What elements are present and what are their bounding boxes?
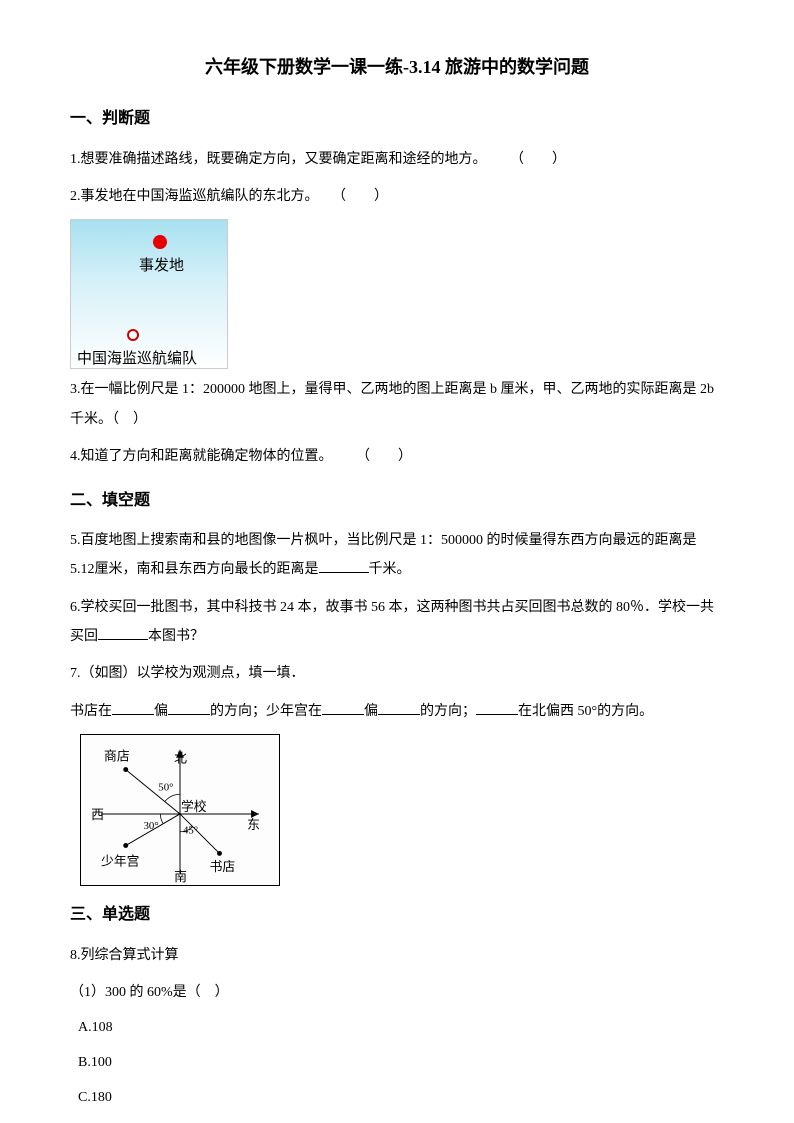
q5-text-2: 千米。 [369,562,411,577]
option-a: A.108 [78,1015,724,1042]
diagram-angle-30: 30° [143,820,158,832]
diagram-youth: 少年宫 [101,855,139,869]
q4-paren: （ ） [356,449,412,464]
q7-c: 的方向；少年宫在 [210,704,322,719]
question-6: 6.学校买回一批图书，其中科技书 24 本，故事书 56 本，这两种图书共占买回… [70,593,724,652]
question-4: 4.知道了方向和距离就能确定物体的位置。 （ ） [70,442,724,471]
q4-text: 4.知道了方向和距离就能确定物体的位置。 [70,449,333,464]
fleet-circle-icon [127,329,139,341]
incident-dot-icon [153,235,167,249]
diagram-north: 北 [174,752,187,766]
map-label-fleet: 中国海监巡航编队 [77,345,197,374]
diagram-south: 南 [174,869,187,884]
question-1: 1.想要准确描述路线，既要确定方向，又要确定距离和途经的地方。 （ ） [70,145,724,174]
q7-d: 偏 [364,704,378,719]
section-3-heading: 三、单选题 [70,900,724,930]
q7-b: 偏 [154,704,168,719]
map-label-incident: 事发地 [139,252,184,281]
section-2-heading: 二、填空题 [70,486,724,516]
q2-text: 2.事发地在中国海监巡航编队的东北方。 [70,189,319,204]
question-8-sub: （1）300 的 60%是（ ） [70,978,724,1007]
q1-text: 1.想要准确描述路线，既要确定方向，又要确定距离和途经的地方。 [70,152,487,167]
q6-text-2: 本图书？ [148,629,204,644]
direction-diagram: 北 南 东 西 学校 商店 书店 少年宫 50° 30° 45° [80,734,280,886]
option-c: C.180 [78,1085,724,1112]
diagram-east: 东 [247,818,260,832]
blank-6 [98,626,148,640]
q2-paren: （ ） [332,189,388,204]
blank-7-5 [476,701,518,715]
blank-7-2 [168,701,210,715]
diagram-west: 西 [91,808,104,822]
question-2: 2.事发地在中国海监巡航编队的东北方。 （ ） [70,182,724,211]
question-3: 3.在一幅比例尺是 1：200000 地图上，量得甲、乙两地的图上距离是 b 厘… [70,375,724,434]
diagram-angle-50: 50° [158,782,173,794]
section-1-heading: 一、判断题 [70,104,724,134]
q7-a: 书店在 [70,704,112,719]
diagram-angle-45: 45° [183,825,198,837]
blank-5 [319,559,369,573]
map-image: 事发地 中国海监巡航编队 [70,219,228,369]
diagram-school: 学校 [181,799,207,814]
option-b: B.100 [78,1050,724,1077]
q7-f: 在北偏西 50°的方向。 [518,704,653,719]
page-title: 六年级下册数学一课一练-3.14 旅游中的数学问题 [70,50,724,84]
blank-7-3 [322,701,364,715]
question-8: 8.列综合算式计算 [70,941,724,970]
q7-e: 的方向； [420,704,476,719]
question-5: 5.百度地图上搜索南和县的地图像一片枫叶，当比例尺是 1：500000 的时候量… [70,526,724,585]
q1-paren: （ ） [510,152,566,167]
question-7-intro: 7.（如图）以学校为观测点，填一填． [70,659,724,688]
question-7-line: 书店在 偏 的方向；少年宫在 偏 的方向； 在北偏西 50°的方向。 [70,697,724,726]
diagram-bookstore: 书店 [210,860,236,874]
blank-7-4 [378,701,420,715]
blank-7-1 [112,701,154,715]
diagram-shop: 商店 [104,750,130,764]
